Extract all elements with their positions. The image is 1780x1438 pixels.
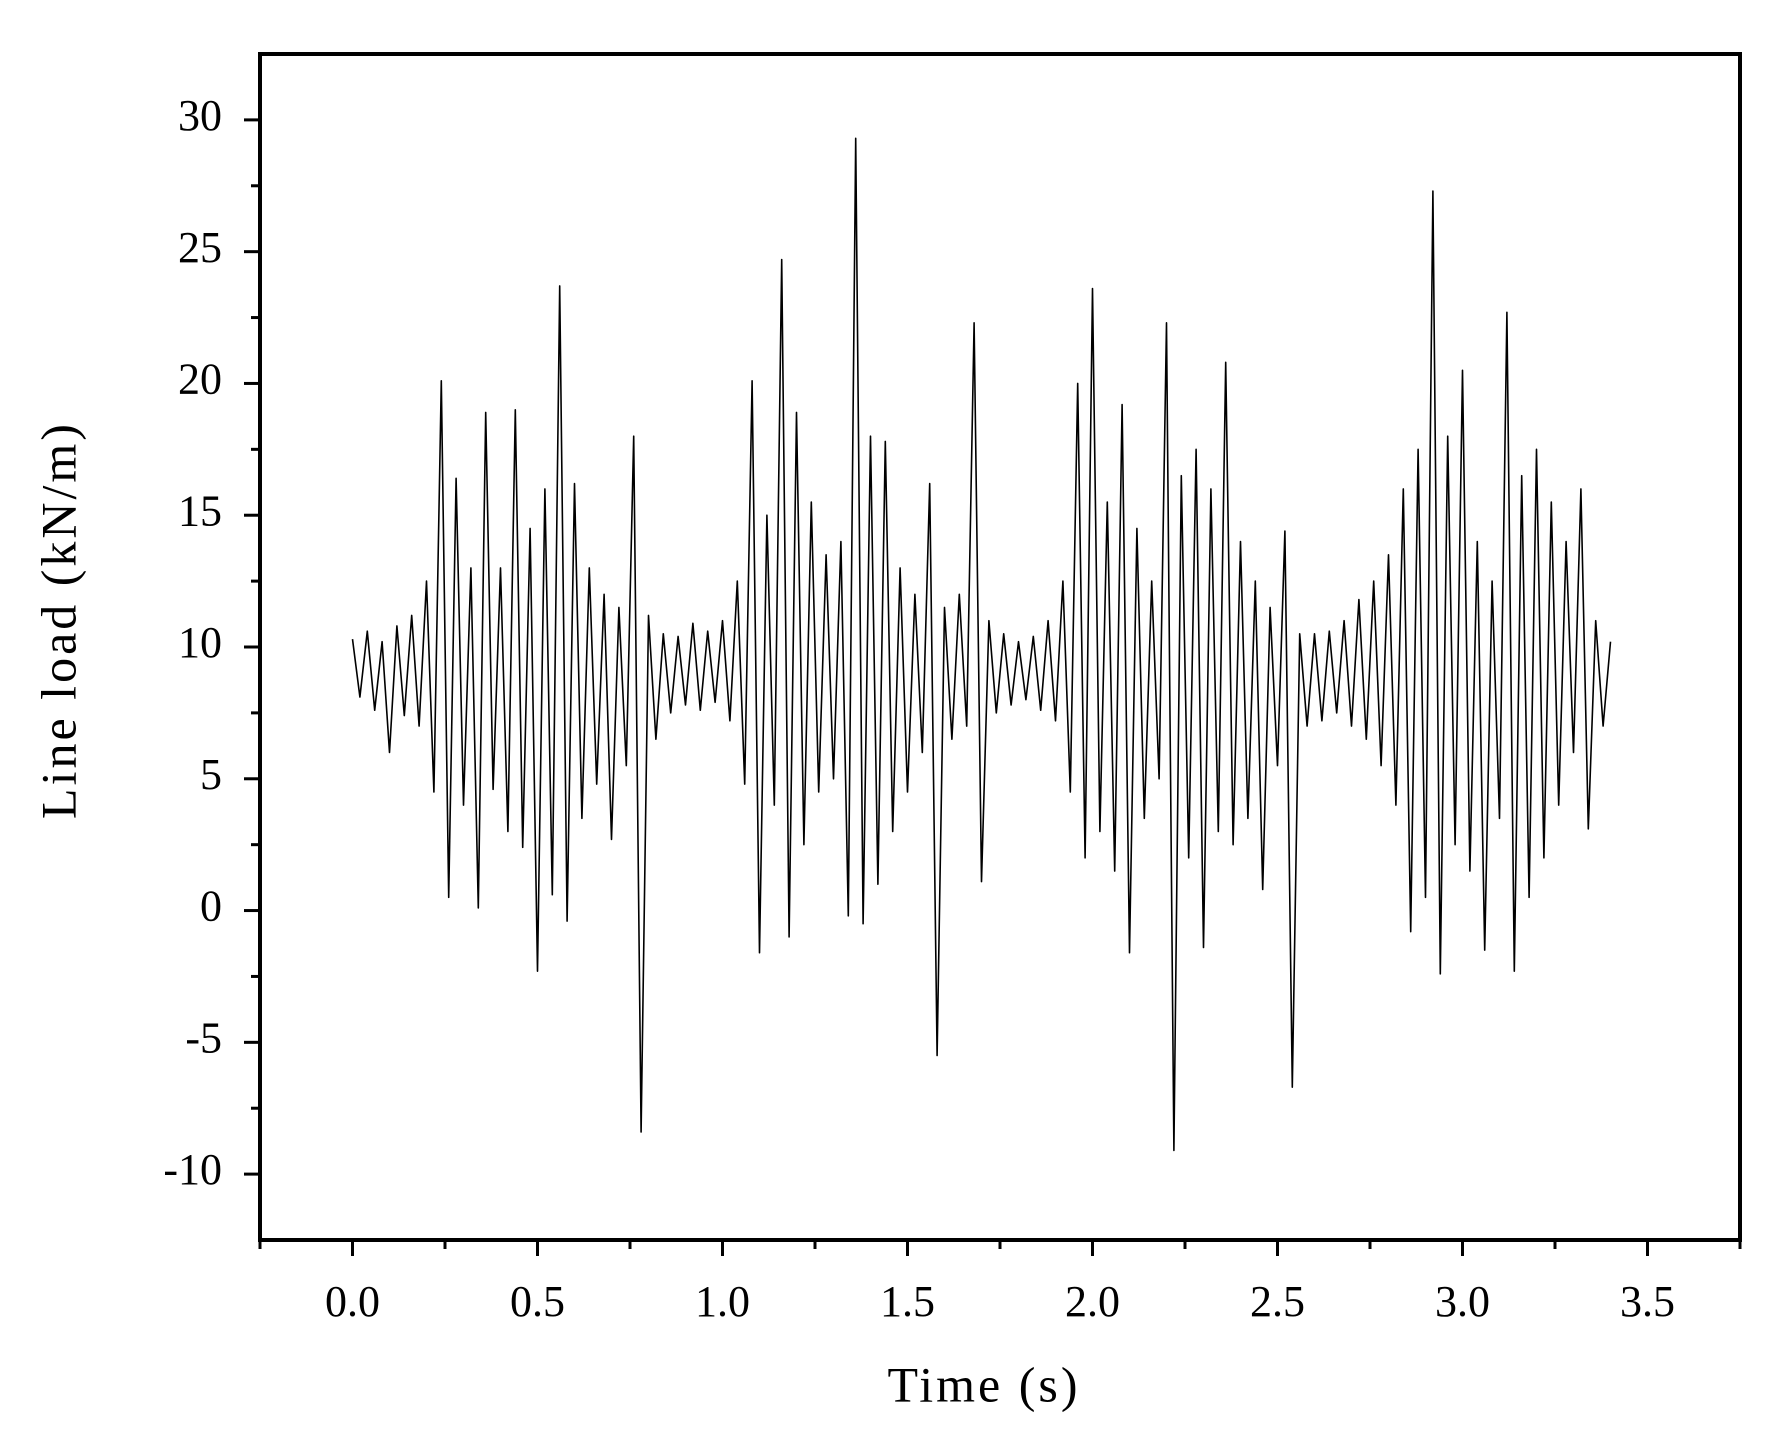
x-axis-title: Time (s) [887, 1356, 1080, 1412]
y-tick-label: 30 [178, 91, 222, 140]
y-tick-label: 0 [200, 882, 222, 931]
y-axis-title: Line load (kN/m) [30, 421, 86, 819]
y-tick-label: 20 [178, 355, 222, 404]
x-tick-label: 2.5 [1250, 1277, 1305, 1326]
data-line [351, 137, 1612, 1152]
y-tick-label: -5 [185, 1013, 222, 1062]
y-tick-label: 15 [178, 486, 222, 535]
x-tick-label: 1.5 [880, 1277, 935, 1326]
y-tick-label: 25 [178, 223, 222, 272]
x-tick-label: 1.0 [695, 1277, 750, 1326]
x-tick-label: 3.0 [1435, 1277, 1490, 1326]
y-tick-label: -10 [163, 1145, 222, 1194]
x-tick-label: 3.5 [1620, 1277, 1675, 1326]
y-tick-label: 10 [178, 618, 222, 667]
x-tick-label: 2.0 [1065, 1277, 1120, 1326]
x-tick-label: 0.5 [510, 1277, 565, 1326]
x-tick-label: 0.0 [325, 1277, 380, 1326]
y-tick-label: 5 [200, 750, 222, 799]
